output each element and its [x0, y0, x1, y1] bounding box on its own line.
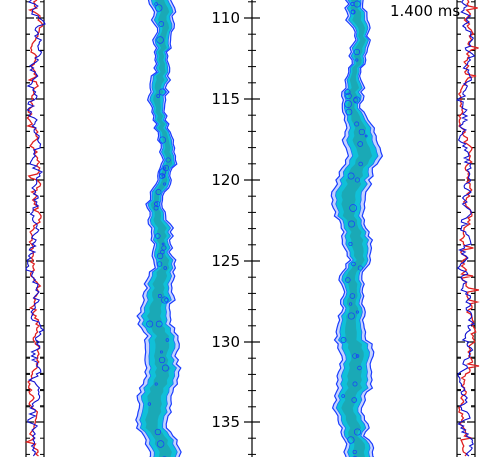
- center-tick-label: 115: [211, 90, 240, 108]
- left-plume-eddy: [158, 136, 167, 144]
- left-plume-eddy: [155, 4, 163, 12]
- right-plume-eddy: [351, 397, 357, 403]
- left-plume-eddy: [158, 356, 166, 364]
- left-plume-eddy: [155, 320, 163, 328]
- right-plume-eddy: [357, 365, 362, 371]
- center-tick-label: 135: [211, 413, 240, 431]
- left-plume-eddy: [156, 261, 163, 267]
- left-plume-eddy: [156, 252, 164, 260]
- right-plume-eddy: [349, 204, 357, 212]
- left-plume-eddy: [163, 266, 167, 270]
- left-plume-eddy: [165, 338, 170, 342]
- center-tick-label: 130: [211, 333, 240, 351]
- profile-red-line: [24, 0, 44, 457]
- right-plume-eddy: [348, 302, 353, 306]
- right-plume-eddy: [350, 9, 356, 15]
- right-plume-eddy: [345, 92, 352, 100]
- left-plume-eddy: [161, 364, 169, 372]
- right-plume: [330, 0, 384, 457]
- left-plume-eddy: [153, 205, 159, 211]
- left-plume-eddy: [161, 174, 166, 178]
- left-plume-eddy: [155, 233, 161, 239]
- left-plume-eddy: [165, 157, 171, 163]
- right-plume-eddy: [358, 128, 366, 136]
- right-plume-eddy: [347, 312, 355, 320]
- right-plume-inner: [341, 0, 373, 457]
- left-plume-eddy: [157, 294, 162, 298]
- right-plume-eddy: [352, 353, 358, 359]
- right-plume-eddy: [354, 177, 360, 183]
- right-plume-eddy: [345, 277, 351, 283]
- profile-red-line: [457, 0, 480, 457]
- left-plume-eddy: [159, 173, 165, 179]
- left-plume-eddy: [146, 320, 154, 328]
- right-plume-eddy: [344, 89, 351, 95]
- right-plume-eddy: [355, 354, 360, 358]
- left-plume-eddy: [160, 249, 165, 255]
- right-plume-eddy: [345, 108, 353, 116]
- left-plume-eddy: [158, 88, 166, 96]
- left-plume-inner: [145, 0, 173, 457]
- left-plume-eddy: [163, 166, 167, 170]
- right-plume-eddy: [357, 141, 364, 147]
- left-plume-eddy: [156, 36, 164, 44]
- profile-blue-line: [456, 0, 476, 457]
- left-profile-panel: [24, 0, 46, 457]
- center-tick-label: 120: [211, 171, 240, 189]
- right-plume-eddy: [355, 58, 359, 62]
- left-plume-eddy: [161, 242, 165, 246]
- center-tick-label: 110: [211, 9, 240, 27]
- right-plume-eddy: [353, 0, 361, 8]
- left-plume: [135, 0, 182, 457]
- right-plume-eddy: [341, 394, 345, 398]
- left-plume-eddy: [156, 94, 161, 98]
- right-plume-eddy: [364, 134, 368, 138]
- right-plume-eddy: [340, 337, 347, 343]
- left-plume-eddy: [162, 164, 170, 172]
- right-plume-eddy: [352, 381, 358, 387]
- left-plume-eddy: [156, 440, 165, 448]
- right-plume-eddy: [348, 220, 356, 228]
- right-plume-eddy: [352, 449, 357, 455]
- time-label: 1.400 ms: [390, 2, 461, 20]
- left-plume-eddy: [161, 245, 167, 251]
- left-plume-eddy: [164, 297, 169, 303]
- right-plume-eddy: [357, 265, 363, 271]
- right-plume-eddy: [353, 96, 361, 104]
- center-tick-label: 125: [211, 252, 240, 270]
- right-plume-eddy: [348, 241, 353, 247]
- left-plume-eddy: [154, 2, 158, 6]
- right-plume-eddy: [347, 172, 355, 180]
- right-plume-eddy: [349, 293, 356, 299]
- left-plume-eddy: [155, 189, 162, 195]
- right-plume-eddy: [358, 161, 363, 167]
- right-plume-eddy: [351, 261, 356, 267]
- left-plume-eddy: [147, 402, 152, 406]
- right-plume-eddy: [355, 310, 359, 314]
- right-plume-eddy: [354, 121, 360, 127]
- right-plume-eddy: [353, 48, 361, 56]
- profile-blue-line: [25, 0, 46, 457]
- left-plume-eddy: [154, 382, 158, 386]
- right-plume-eddy: [344, 100, 352, 108]
- center-axis: [244, 0, 260, 457]
- left-plume-eddy: [161, 296, 169, 304]
- right-plume-eddy: [347, 436, 355, 444]
- right-profile-panel: [456, 0, 480, 457]
- left-plume-eddy: [154, 428, 162, 436]
- left-plume-eddy: [158, 21, 165, 27]
- left-plume-eddy: [163, 182, 167, 186]
- right-plume-eddy: [353, 428, 362, 436]
- left-plume-eddy: [159, 350, 163, 354]
